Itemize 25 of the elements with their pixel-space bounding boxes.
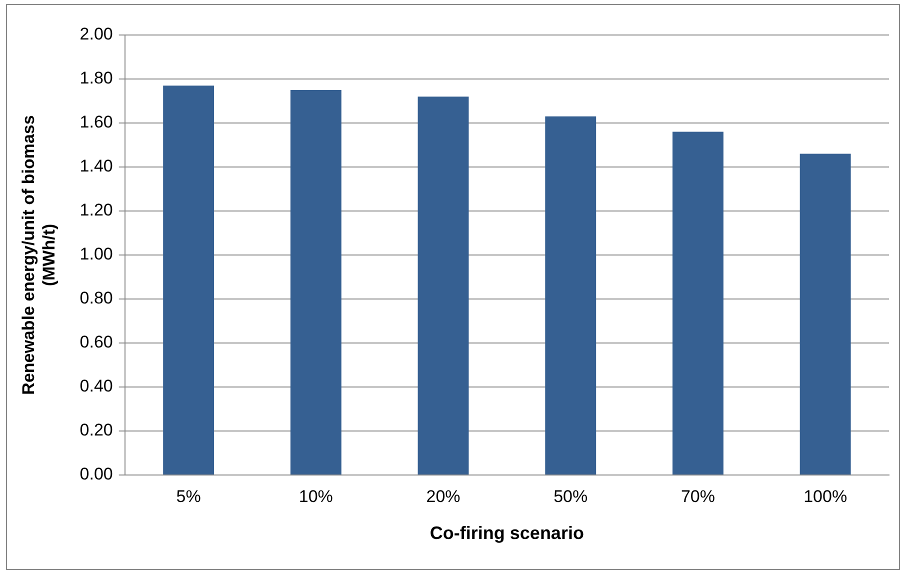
- bar: [672, 132, 724, 474]
- y-tick-label: 1.00: [80, 244, 113, 264]
- y-tick-label: 2.00: [80, 24, 113, 44]
- bar: [290, 90, 342, 474]
- x-tick-label: 20%: [426, 486, 460, 506]
- x-tick-label: 50%: [554, 486, 588, 506]
- x-tick-label: 10%: [298, 486, 333, 506]
- y-tick-label: 0.80: [80, 288, 113, 308]
- x-axis-title: Co-firing scenario: [430, 523, 584, 544]
- x-tick-label: 5%: [176, 486, 201, 506]
- x-tick-label: 100%: [804, 486, 848, 506]
- bar: [163, 86, 214, 474]
- y-tick-label: 1.40: [80, 156, 113, 176]
- bar: [800, 154, 851, 474]
- y-tick-label: 0.00: [80, 464, 113, 484]
- y-tick-label: 0.20: [80, 420, 113, 440]
- y-tick-label: 1.20: [80, 200, 113, 220]
- bar: [545, 116, 596, 474]
- y-axis-title: Renewable energy/unit of biomass (MWh/t): [18, 115, 58, 395]
- bar: [418, 96, 469, 474]
- y-tick-label: 0.60: [80, 332, 113, 352]
- x-tick-label: 70%: [680, 486, 715, 506]
- y-tick-label: 1.60: [80, 112, 113, 132]
- y-tick-label: 1.80: [80, 68, 113, 88]
- y-tick-label: 0.40: [80, 376, 113, 396]
